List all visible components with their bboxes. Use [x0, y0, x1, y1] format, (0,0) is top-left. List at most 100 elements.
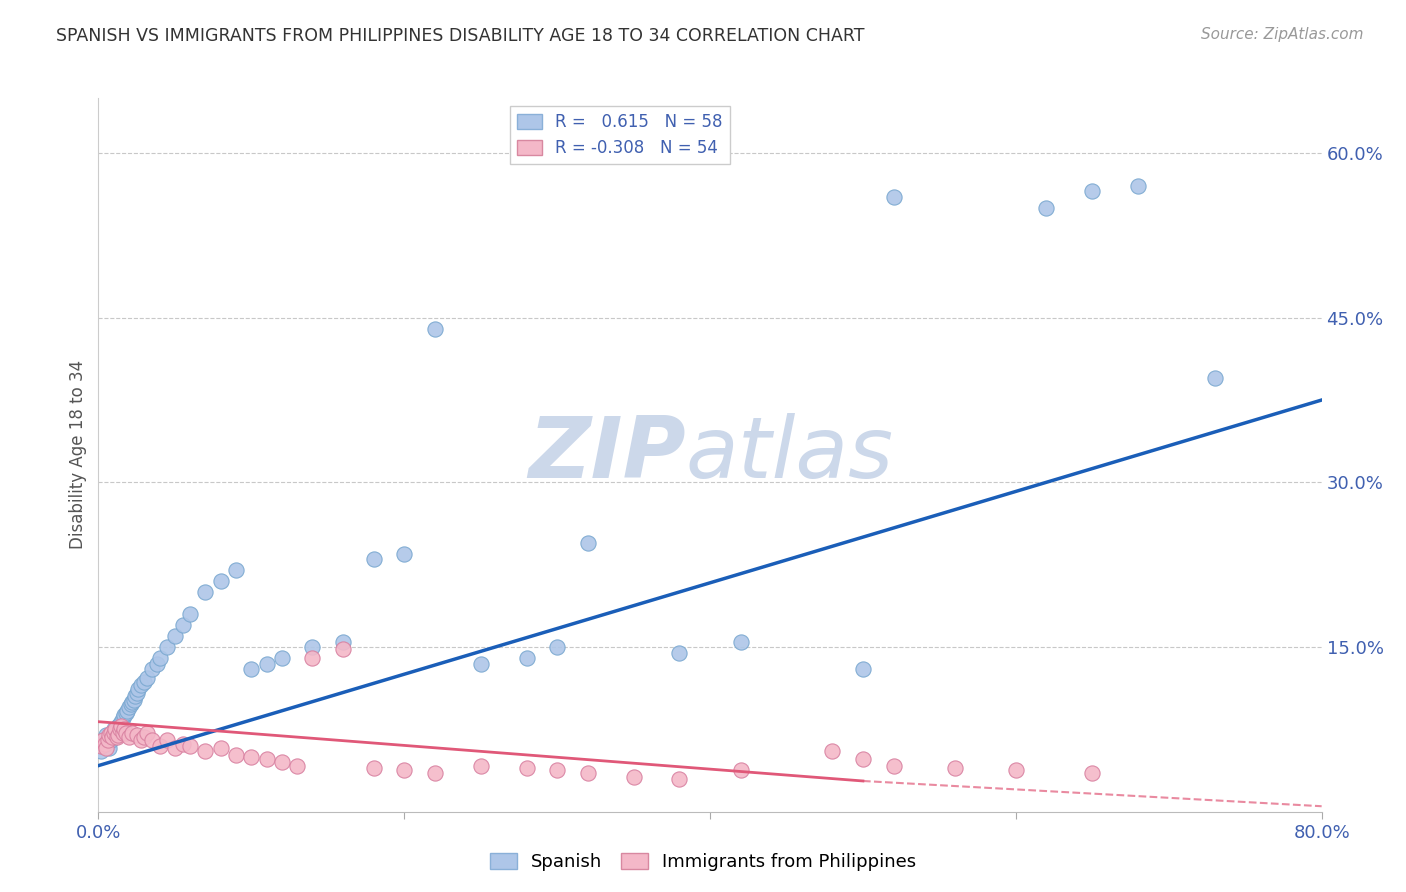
Point [332, 642, 354, 657]
Point [107, 728, 129, 742]
Point [100, 733, 122, 747]
Point [1128, 178, 1150, 193]
Point [101, 725, 124, 739]
Point [546, 763, 568, 777]
Point [623, 770, 645, 784]
Point [108, 717, 131, 731]
Point [127, 681, 149, 696]
Point [118, 700, 141, 714]
Point [91, 733, 114, 747]
Point [423, 321, 446, 335]
Point [134, 730, 156, 744]
Point [470, 758, 492, 772]
Point [93, 733, 115, 747]
Point [149, 739, 172, 753]
Point [124, 690, 146, 704]
Point [97, 733, 120, 747]
Point [156, 733, 179, 747]
Point [90, 744, 112, 758]
Point [110, 719, 132, 733]
Point [256, 752, 278, 766]
Point [121, 725, 143, 739]
Point [105, 730, 128, 744]
Point [194, 744, 217, 758]
Point [98, 728, 121, 742]
Point [100, 725, 122, 739]
Point [111, 725, 134, 739]
Point [546, 640, 568, 654]
Point [516, 761, 538, 775]
Point [110, 714, 132, 729]
Point [883, 190, 905, 204]
Point [112, 708, 135, 723]
Point [730, 763, 752, 777]
Point [240, 662, 263, 676]
Point [256, 657, 278, 671]
Point [93, 737, 115, 751]
Point [94, 741, 117, 756]
Point [129, 733, 152, 747]
Legend: Spanish, Immigrants from Philippines: Spanish, Immigrants from Philippines [482, 846, 924, 879]
Point [576, 535, 599, 549]
Point [363, 761, 385, 775]
Point [141, 662, 163, 676]
Point [172, 737, 194, 751]
Point [103, 723, 125, 737]
Point [156, 640, 179, 654]
Point [90, 739, 112, 753]
Point [209, 574, 232, 589]
Point [270, 756, 292, 770]
Point [852, 752, 875, 766]
Point [179, 607, 201, 621]
Point [1035, 201, 1057, 215]
Point [134, 675, 156, 690]
Point [392, 763, 416, 777]
Point [122, 692, 145, 706]
Point [301, 640, 323, 654]
Y-axis label: Disability Age 18 to 34: Disability Age 18 to 34 [69, 360, 87, 549]
Point [270, 651, 292, 665]
Point [730, 634, 752, 648]
Point [883, 758, 905, 772]
Point [240, 749, 263, 764]
Point [149, 651, 172, 665]
Point [115, 725, 138, 739]
Point [97, 737, 120, 751]
Point [668, 646, 690, 660]
Text: atlas: atlas [686, 413, 894, 497]
Text: Source: ZipAtlas.com: Source: ZipAtlas.com [1201, 27, 1364, 42]
Point [225, 747, 247, 762]
Point [1081, 766, 1104, 780]
Point [194, 585, 217, 599]
Point [172, 618, 194, 632]
Point [112, 723, 135, 737]
Point [118, 730, 141, 744]
Point [121, 695, 143, 709]
Point [136, 725, 159, 739]
Point [141, 733, 163, 747]
Point [120, 697, 142, 711]
Point [103, 725, 125, 739]
Point [125, 686, 148, 700]
Point [852, 662, 875, 676]
Point [1004, 763, 1026, 777]
Point [125, 728, 148, 742]
Point [363, 552, 385, 566]
Point [145, 657, 167, 671]
Point [821, 744, 844, 758]
Point [101, 730, 124, 744]
Point [98, 741, 121, 756]
Point [576, 766, 599, 780]
Point [1204, 371, 1226, 385]
Point [107, 719, 129, 733]
Point [423, 766, 446, 780]
Point [285, 758, 308, 772]
Point [104, 730, 127, 744]
Text: ZIP: ZIP [527, 413, 686, 497]
Point [129, 678, 152, 692]
Point [111, 711, 134, 725]
Point [225, 563, 247, 577]
Point [163, 629, 186, 643]
Point [94, 728, 117, 742]
Point [332, 634, 354, 648]
